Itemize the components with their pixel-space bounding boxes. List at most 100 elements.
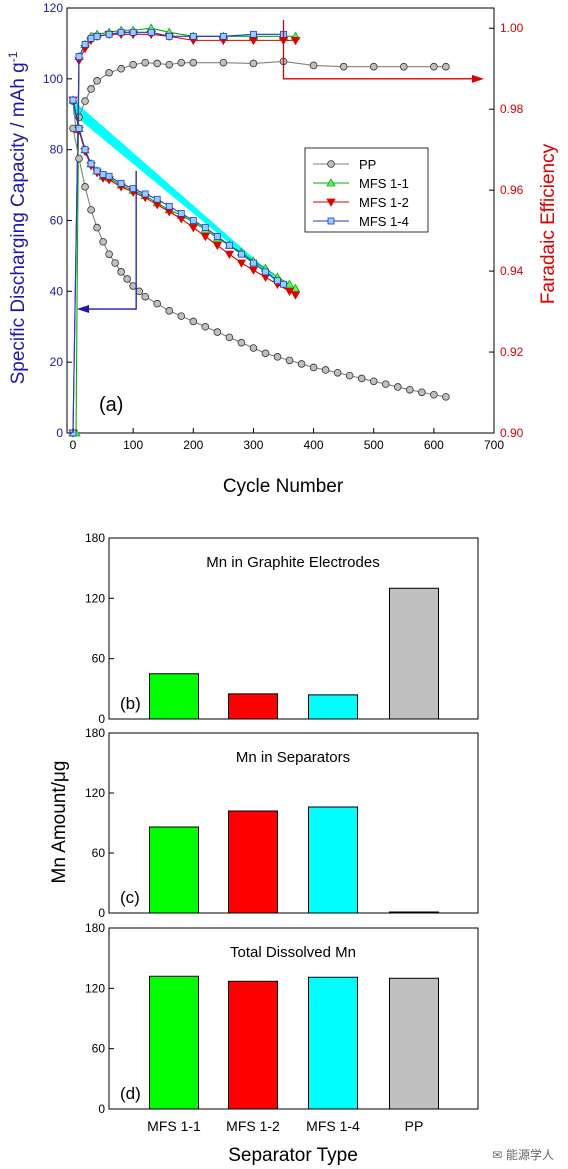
capacity-point-mfs-1-2 xyxy=(224,250,235,259)
capacity-point-mfs-1-4 xyxy=(274,277,281,285)
capacity-point-mfs-1-2 xyxy=(236,259,247,268)
efficiency-line-pp xyxy=(72,60,446,130)
capacity-point-pp xyxy=(369,377,378,386)
x-tick-label: 500 xyxy=(364,438,384,452)
capacity-point-mfs-1-4 xyxy=(153,195,161,203)
efficiency-point-mfs-1-4 xyxy=(147,28,155,36)
band-polygon xyxy=(73,100,284,288)
capacity-point-mfs-1-2 xyxy=(248,266,259,275)
capacity-point-pp xyxy=(273,353,282,361)
capacity-point-pp xyxy=(333,368,342,377)
capacity-point-pp xyxy=(105,250,113,258)
legend-label: MFS 1-2 xyxy=(359,195,409,210)
legend-entry: MFS 1-4 xyxy=(313,214,409,229)
bar-panels: 0 60 120 180 Mn in Graphite Electrodes (b) 0 60… xyxy=(85,531,479,1134)
bar-panel-frame xyxy=(108,537,479,720)
bar-mfs-1-1 xyxy=(149,975,199,1110)
capacity-point-mfs-1-4 xyxy=(177,210,185,217)
bar-mfs-1-2 xyxy=(228,693,278,720)
legend-marker xyxy=(327,160,335,168)
capacity-point-pp xyxy=(81,183,89,191)
capacity-point-pp xyxy=(201,322,210,331)
category-label: MFS 1-1 xyxy=(147,1118,201,1134)
right-axis-label: Faradaic Efficiency xyxy=(538,143,559,304)
right-tick-label: 0.92 xyxy=(500,345,524,359)
efficiency-point-pp xyxy=(87,85,95,93)
x-tick-label: 100 xyxy=(123,438,143,452)
capacity-series-mfs-1-1 xyxy=(68,95,301,292)
bar-y-tick-label: 0 xyxy=(98,906,105,920)
x-tick-label: 0 xyxy=(70,438,77,452)
left-axis-arrow xyxy=(79,170,137,310)
bar-mfs-1-2 xyxy=(228,810,278,914)
watermark-text: 能源学人 xyxy=(505,1148,554,1162)
efficiency-point-pp xyxy=(339,62,348,71)
capacity-point-mfs-1-4 xyxy=(213,233,221,240)
right-axis-ticks: 0.90 0.92 0.94 0.96 0.98 1.00 xyxy=(489,21,524,440)
efficiency-point-mfs-1-4 xyxy=(219,32,227,40)
efficiency-point-mfs-1-4 xyxy=(81,41,89,48)
efficiency-point-pp xyxy=(105,68,113,77)
capacity-point-mfs-1-2 xyxy=(212,241,223,251)
bar-mfs-1-1 xyxy=(149,826,199,914)
category-label: MFS 1-4 xyxy=(306,1118,360,1134)
capacity-point-pp xyxy=(87,206,95,214)
capacity-point-mfs-1-4 xyxy=(117,179,125,187)
efficiency-point-pp xyxy=(177,58,186,67)
capacity-point-mfs-1-2 xyxy=(188,224,198,233)
efficiency-point-pp xyxy=(219,58,228,67)
bar-y-tick-label: 180 xyxy=(85,921,105,935)
efficiency-point-pp xyxy=(309,61,318,70)
bar-mfs-1-4 xyxy=(308,694,358,720)
capacity-point-pp xyxy=(418,388,426,397)
bar-panel-label: (c) xyxy=(120,888,140,907)
arrow-band xyxy=(73,100,284,288)
right-axis-arrow xyxy=(282,20,482,80)
wechat-icon: ✉ xyxy=(492,1148,503,1162)
efficiency-series-mfs-1-4 xyxy=(69,28,287,437)
legend-marker xyxy=(326,178,336,187)
left-tick-label: 40 xyxy=(50,284,64,298)
x-tick-label: 400 xyxy=(304,438,324,452)
legend-label: MFS 1-4 xyxy=(359,214,409,229)
legend-label: MFS 1-1 xyxy=(359,176,409,191)
bar-y-tick-label: 60 xyxy=(92,846,106,860)
left-tick-label: 0 xyxy=(56,426,63,440)
bar-pp xyxy=(389,587,439,720)
bar-panel-c: 0 60 120 180 Mn in Separators (c) xyxy=(85,726,479,920)
efficiency-point-mfs-1-4 xyxy=(75,53,83,60)
capacity-point-mfs-1-4 xyxy=(201,224,209,231)
bar-y-tick-label: 60 xyxy=(92,1042,106,1056)
capacity-point-mfs-1-4 xyxy=(69,96,77,104)
x-axis-label: Cycle Number xyxy=(223,476,344,497)
capacity-point-mfs-1-4 xyxy=(87,160,95,168)
bar-panel-frame xyxy=(108,927,479,1110)
capacity-point-pp xyxy=(177,312,186,320)
bar-panel-label: (b) xyxy=(120,694,141,713)
efficiency-line-mfs-1-2 xyxy=(72,33,296,434)
bar-mfs-1-1 xyxy=(149,673,199,720)
capacity-point-pp xyxy=(165,307,174,315)
efficiency-point-mfs-1-4 xyxy=(129,28,137,36)
capacity-point-pp xyxy=(99,237,107,246)
bar-y-tick-label: 120 xyxy=(85,591,105,605)
capacity-point-pp xyxy=(321,366,330,374)
right-tick-label: 0.98 xyxy=(500,102,524,116)
efficiency-point-mfs-1-4 xyxy=(165,32,173,40)
bar-panel-label: (d) xyxy=(120,1084,141,1103)
x-tick-label: 700 xyxy=(484,438,504,452)
legend: PP MFS 1-1 MFS 1-2 MFS 1-4 xyxy=(304,147,429,233)
right-tick-label: 0.96 xyxy=(500,183,524,197)
bar-y-tick-label: 0 xyxy=(98,712,105,726)
capacity-series-mfs-1-4 xyxy=(69,96,287,288)
efficiency-point-pp xyxy=(93,77,101,85)
category-label: PP xyxy=(405,1118,424,1134)
bar-y-tick-label: 120 xyxy=(85,786,105,800)
capacity-line-mfs-1-1 xyxy=(72,99,296,289)
bar-mfs-1-4 xyxy=(308,806,358,914)
capacity-point-pp xyxy=(93,223,101,232)
capacity-point-mfs-1-1 xyxy=(284,279,295,288)
efficiency-series-pp xyxy=(69,57,450,134)
bar-pp xyxy=(389,911,439,914)
bar-panel-frame xyxy=(108,732,479,914)
